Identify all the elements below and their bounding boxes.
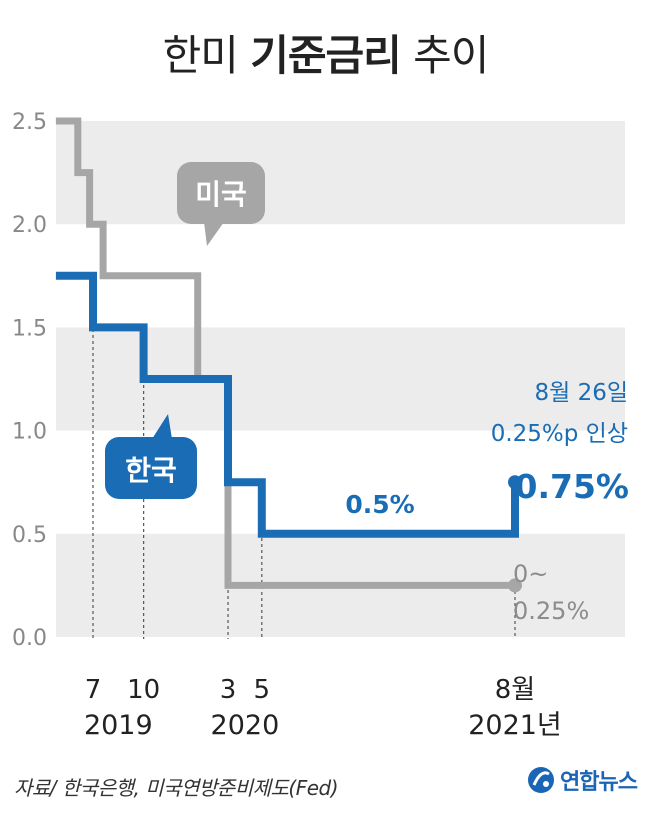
korea-callout-pointer <box>152 414 172 439</box>
us-end-value-a: 0~ <box>513 560 548 588</box>
yonhap-logo: 연합뉴스 <box>526 764 638 796</box>
grid-band <box>56 121 625 225</box>
y-tick-label: 0.5 <box>12 523 47 548</box>
year-label: 2020 <box>211 710 280 741</box>
us-end-value-b: 0.25% <box>513 597 589 625</box>
y-tick-label: 0.0 <box>12 626 47 651</box>
y-tick-label: 2.0 <box>12 213 47 238</box>
year-label: 2021년 <box>468 710 562 741</box>
logo-text: 연합뉴스 <box>560 770 638 795</box>
korea-note-change: 0.25%p 인상 <box>491 421 628 447</box>
yonhap-logo-icon <box>528 767 555 793</box>
korea-end-point <box>508 475 522 490</box>
x-tick-label: 8월 <box>495 675 535 705</box>
year-label: 2019 <box>84 710 153 741</box>
korea-label: 한국 <box>125 454 177 487</box>
korea-end-value: 0.75% <box>515 467 630 506</box>
korea-callout-box <box>105 437 197 499</box>
rate-chart: 0.0 0.5 1.0 1.5 2.0 2.5 7 10 3 5 8월 2019 2020 2021년 미국… <box>12 110 630 741</box>
x-tick-label: 10 <box>127 675 160 705</box>
korea-note-date: 8월 26일 <box>534 380 628 406</box>
korea-mid-value: 0.5% <box>345 490 414 519</box>
us-callout-pointer <box>204 222 224 246</box>
x-tick-label: 7 <box>85 675 102 705</box>
us-callout-box <box>177 162 265 224</box>
korea-rate-line <box>55 271 519 538</box>
x-tick-label: 3 <box>220 675 237 705</box>
chart-title: 한미 기준금리 추이 <box>162 31 490 80</box>
y-tick-label: 1.0 <box>12 420 47 445</box>
us-end-point <box>508 578 522 593</box>
y-tick-label: 2.5 <box>12 110 47 135</box>
source-note: 자료/ 한국은행, 미국연방준비제도(Fed) <box>14 776 339 800</box>
x-tick-label: 5 <box>254 675 271 705</box>
y-tick-label: 1.5 <box>12 316 47 341</box>
us-label: 미국 <box>195 178 247 211</box>
